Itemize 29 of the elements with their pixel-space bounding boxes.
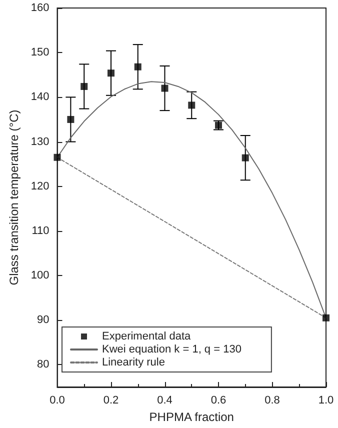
y-tick-label: 120 (30, 180, 50, 192)
point (54, 154, 61, 161)
point (161, 84, 168, 92)
point (108, 70, 114, 77)
x-axis-title: PHPMA fraction (149, 410, 234, 424)
point (80, 82, 88, 90)
x-tick-label: 0.0 (50, 394, 65, 406)
y-tick-label: 160 (30, 2, 50, 14)
point (242, 154, 249, 162)
legend-label: Experimental data (102, 330, 192, 342)
x-tick-label: 1.0 (318, 394, 334, 406)
x-tick-label: 0.8 (264, 394, 280, 406)
point (67, 116, 74, 123)
x-tick-label: 0.6 (210, 394, 226, 406)
y-tick-label: 140 (30, 91, 50, 104)
y-axis-title: Glass transition temperature (°C) (7, 110, 21, 286)
point (188, 102, 196, 109)
legend-label: Linearity rule (102, 356, 165, 368)
y-tick-label: 80 (37, 358, 50, 371)
y-tick-label: 150 (30, 46, 50, 59)
y-tick-label: 90 (37, 314, 50, 326)
y-tick-label: 130 (30, 136, 50, 148)
point (322, 314, 330, 322)
point (134, 63, 142, 70)
x-tick-label: 0.2 (103, 394, 119, 406)
y-tick-label: 110 (32, 224, 50, 237)
y-tick-label: 100 (30, 270, 50, 282)
x-tick-label: 0.4 (157, 394, 172, 406)
legend-label: Kwei equation k = 1, q = 130 (102, 344, 242, 356)
